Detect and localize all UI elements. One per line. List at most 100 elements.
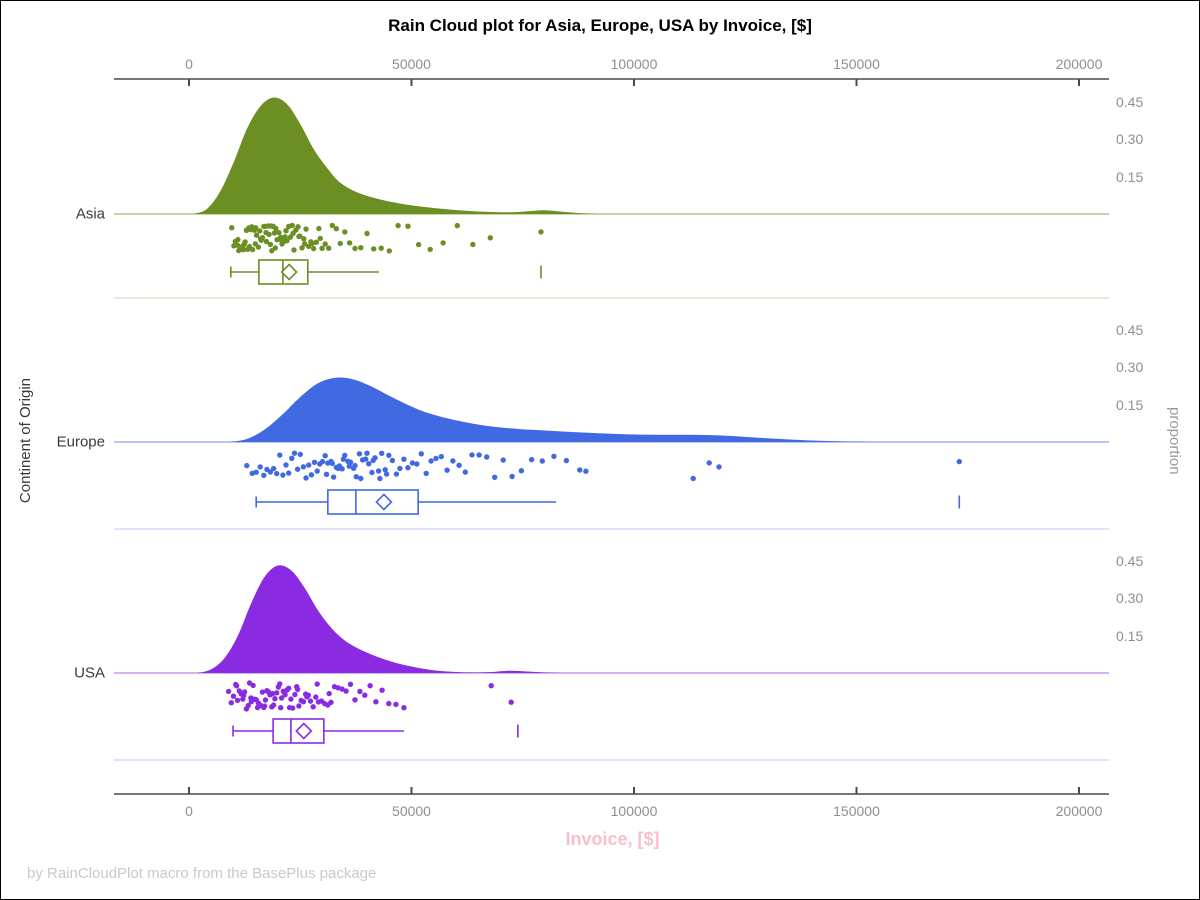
rain-point	[509, 473, 515, 480]
proportion-tick-label: 0.45	[1116, 321, 1144, 338]
rain-point	[329, 460, 335, 467]
plot-title: Rain Cloud plot for Asia, Europe, USA by…	[388, 16, 812, 35]
rain-point	[291, 450, 298, 456]
rain-point	[287, 234, 294, 240]
rain-point	[299, 245, 305, 251]
x-tick-label-bottom: 50000	[392, 803, 431, 819]
rain-point	[375, 468, 382, 474]
rain-point	[283, 228, 289, 234]
density-cloud	[197, 565, 563, 673]
rain-point	[234, 697, 241, 703]
x-axis-label: Invoice, [$]	[565, 829, 660, 849]
rain-point	[286, 470, 292, 476]
rain-point	[386, 452, 392, 458]
rain-point	[454, 222, 460, 229]
rain-point	[303, 226, 309, 232]
rain-point	[322, 241, 328, 247]
rain-point	[352, 462, 358, 469]
rain-point	[310, 704, 316, 710]
rain-point	[440, 240, 446, 246]
x-tick-label-top: 0	[185, 56, 193, 72]
x-tick-label-top: 200000	[1055, 56, 1103, 72]
x-tick-label-top: 150000	[833, 56, 880, 72]
rain-point	[433, 455, 439, 462]
rain-point	[583, 468, 589, 474]
rain-point	[296, 703, 302, 709]
mean-diamond	[375, 493, 393, 511]
rain-point	[405, 465, 411, 471]
rain-point	[311, 459, 318, 465]
rain-point	[230, 693, 237, 699]
rain-point	[386, 248, 392, 254]
rain-point	[415, 241, 422, 248]
rain-point	[418, 451, 424, 457]
category-label-asia: Asia	[75, 205, 105, 223]
rain-point	[352, 245, 358, 252]
mean-diamond	[295, 722, 313, 740]
rain-point	[253, 225, 259, 231]
rain-point	[302, 241, 308, 247]
rain-point	[428, 458, 434, 464]
y-axis-label: Continent of Origin	[17, 378, 34, 504]
rain-point	[284, 238, 290, 244]
rain-point	[333, 226, 339, 232]
rain-point	[292, 691, 298, 698]
x-tick-label-bottom: 150000	[833, 803, 880, 819]
category-label-usa: USA	[74, 664, 105, 682]
rain-point	[228, 700, 234, 706]
rain-point	[253, 232, 260, 238]
rain-points	[225, 680, 514, 712]
rain-point	[339, 466, 345, 472]
rain-point	[379, 687, 385, 693]
rain-point	[289, 222, 295, 229]
rain-point	[347, 459, 354, 465]
rain-point	[367, 683, 373, 689]
rain-point	[326, 245, 332, 251]
rain-point	[266, 231, 272, 238]
rain-point	[263, 238, 270, 245]
rain-point	[288, 696, 294, 702]
rain-point	[267, 469, 274, 475]
rain-point	[956, 458, 962, 465]
rain-point	[291, 247, 297, 253]
rain-point	[342, 229, 348, 235]
rain-point	[369, 469, 375, 476]
rain-point	[500, 457, 506, 463]
x-axes	[114, 78, 1109, 795]
rain-point	[330, 474, 337, 480]
x-tick-label-top: 50000	[392, 56, 431, 72]
rain-point	[295, 224, 301, 230]
rain-point	[538, 229, 544, 235]
x-tick-label-bottom: 200000	[1055, 803, 1103, 819]
rain-point	[277, 681, 283, 687]
rain-point	[386, 700, 392, 707]
rain-point	[444, 467, 450, 473]
rain-point	[492, 474, 498, 480]
rain-point	[423, 470, 429, 477]
rain-point	[339, 686, 345, 692]
proportion-tick-label: 0.30	[1116, 359, 1144, 375]
rain-point	[286, 685, 292, 691]
proportion-axis-label: proportion	[1166, 407, 1183, 475]
rain-point	[363, 456, 369, 462]
rain-point	[393, 471, 400, 477]
rain-point	[372, 455, 378, 461]
rain-point	[314, 468, 320, 474]
proportion-axis-label-container: proportion	[1166, 1, 1183, 881]
proportion-tick-label: 0.15	[1116, 627, 1144, 644]
panel-usa	[114, 565, 1109, 761]
density-cloud	[193, 97, 599, 214]
rain-point	[397, 465, 403, 472]
rain-point	[280, 472, 286, 478]
rain-point	[234, 242, 241, 248]
box-plot	[232, 718, 519, 744]
rain-point	[393, 701, 399, 708]
rain-point	[300, 699, 307, 705]
rain-point	[225, 688, 232, 695]
rain-point	[276, 229, 282, 236]
rain-point	[241, 689, 248, 695]
rain-point	[563, 457, 570, 464]
panel-europe	[114, 377, 1109, 530]
